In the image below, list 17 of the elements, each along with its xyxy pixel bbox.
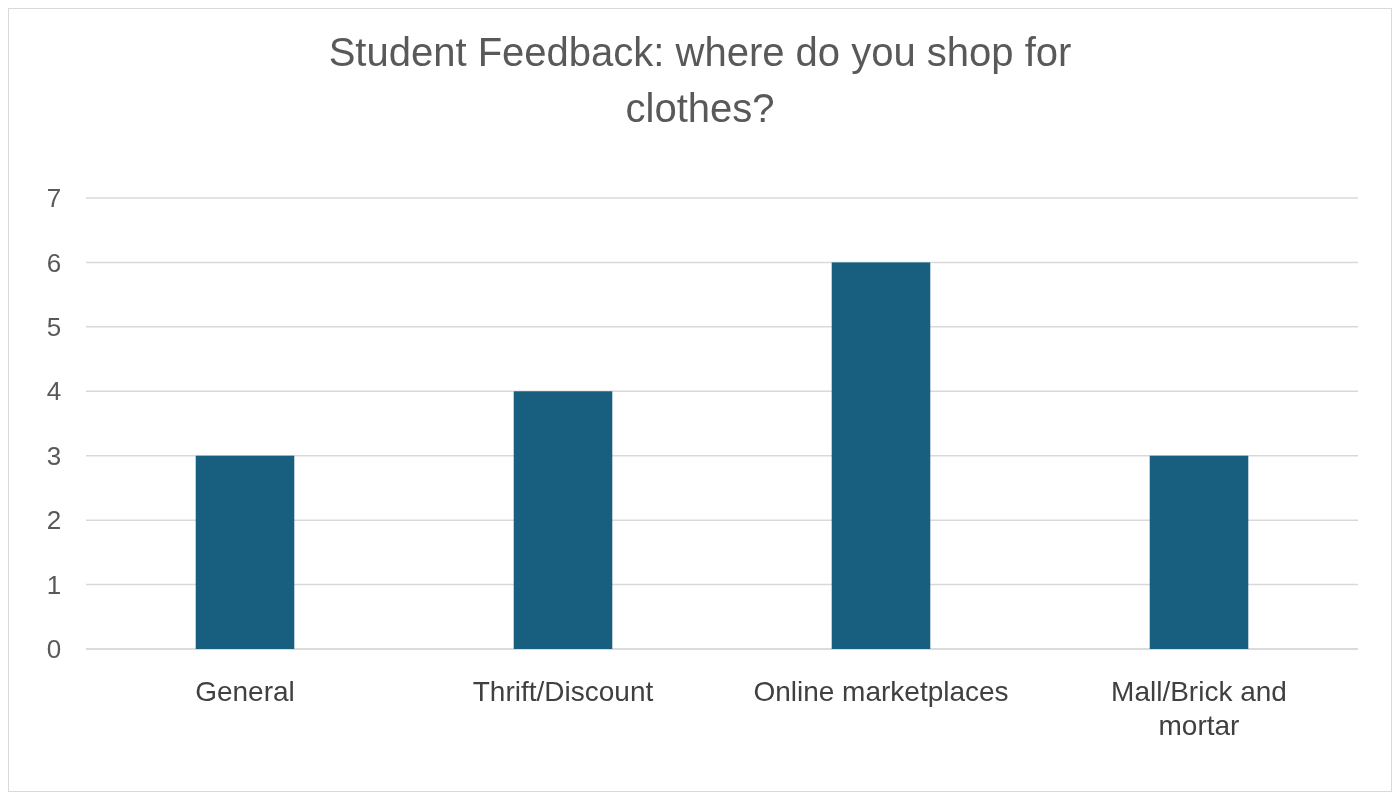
bar	[1149, 455, 1249, 649]
y-tick-label: 7	[46, 183, 62, 214]
y-tick-label: 5	[46, 311, 62, 342]
y-tick-label: 2	[46, 505, 62, 536]
y-tick-label: 1	[46, 569, 62, 600]
bar	[513, 391, 613, 649]
chart-title: Student Feedback: where do you shop for clothes?	[328, 30, 1072, 130]
x-tick-label: Thrift/Discount	[472, 676, 654, 707]
x-tick-label: Mall/Brick and mortar	[1111, 676, 1287, 741]
bar	[195, 455, 295, 649]
bar	[831, 262, 931, 649]
x-tick-label: Online marketplaces	[753, 676, 1009, 707]
y-tick-label: 6	[46, 247, 62, 278]
y-tick-label: 0	[46, 634, 62, 665]
x-tick-label: General	[195, 676, 295, 707]
y-tick-label: 3	[46, 440, 62, 471]
y-tick-label: 4	[46, 376, 62, 407]
